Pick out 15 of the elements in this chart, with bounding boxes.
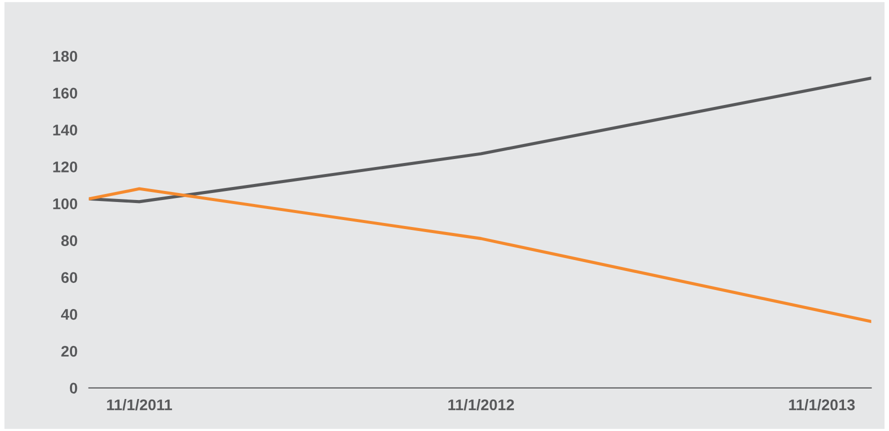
line-series <box>88 187 872 324</box>
y-tick-label: 40 <box>61 309 78 320</box>
y-tick-label: 100 <box>53 198 78 210</box>
y-tick-label: 20 <box>61 346 78 357</box>
y-tick-label: 0 <box>70 382 78 394</box>
x-tick-label: 11/1/2013 <box>789 399 855 410</box>
y-tick-label: 80 <box>61 235 78 246</box>
x-tick-label: 11/1/2011 <box>107 399 172 410</box>
x-tick-label: 11/1/2012 <box>448 399 514 410</box>
y-tick-label: 60 <box>61 272 78 283</box>
y-tick-label: 120 <box>53 162 78 172</box>
line-series <box>88 76 872 204</box>
y-tick-label: 140 <box>53 124 78 136</box>
y-tick-label: 180 <box>53 50 78 62</box>
y-tick-label: 160 <box>53 88 78 99</box>
